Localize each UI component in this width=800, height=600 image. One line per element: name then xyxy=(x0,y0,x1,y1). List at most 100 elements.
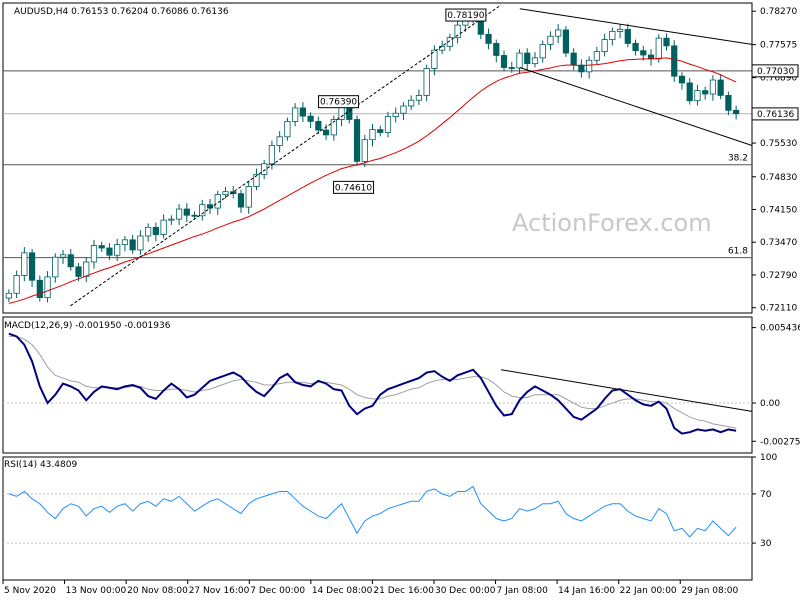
price-y-tick-label: 0.72110 xyxy=(760,304,797,314)
candle-body xyxy=(709,79,717,95)
candle-body xyxy=(5,292,12,299)
candle-body xyxy=(44,276,51,298)
candle-body xyxy=(253,173,260,187)
candle-body xyxy=(609,31,616,40)
x-tick-label: 13 Nov 00:00 xyxy=(66,586,127,596)
price-annotation-text: 0.78190 xyxy=(447,11,484,21)
candle-body xyxy=(168,218,175,221)
channel-lower-line xyxy=(519,67,753,146)
candle-body xyxy=(284,121,291,138)
candle-body xyxy=(75,266,82,277)
candle-body xyxy=(686,82,693,102)
candle-body xyxy=(531,57,539,65)
candle-body xyxy=(555,29,562,37)
price-y-tick-label: 0.78270 xyxy=(760,7,797,17)
candle-body xyxy=(454,24,461,39)
candle-body xyxy=(539,43,546,59)
candle-body xyxy=(415,95,423,101)
macd-y-tick-label: -0.002755 xyxy=(760,437,800,447)
candle-body xyxy=(145,226,152,237)
candle-body xyxy=(640,50,647,56)
candle-body xyxy=(632,43,639,52)
macd-signal-line xyxy=(8,335,737,429)
candle-body xyxy=(121,239,129,246)
candle-body xyxy=(299,107,306,117)
candle-body xyxy=(547,35,554,45)
candle-body xyxy=(392,112,399,118)
candle-body xyxy=(508,67,515,69)
candle-body xyxy=(377,129,384,133)
candle-body xyxy=(13,275,20,294)
x-tick-label: 29 Jan 08:00 xyxy=(681,586,738,596)
candle-body xyxy=(423,68,430,96)
candle-body xyxy=(268,145,276,165)
candle-body xyxy=(562,29,570,54)
candle-body xyxy=(384,116,392,133)
price-annotation-box xyxy=(318,95,360,109)
candle-body xyxy=(315,121,322,131)
fib-level-label: 38.2 xyxy=(728,154,748,164)
rsi-line xyxy=(8,485,737,538)
candle-body xyxy=(593,51,600,61)
candle-body xyxy=(36,279,43,298)
candle-body xyxy=(160,219,167,235)
candle-body xyxy=(114,244,121,256)
x-tick-label: 22 Jan 00:00 xyxy=(620,586,677,596)
candle-body xyxy=(516,52,523,69)
macd-trendline xyxy=(501,369,753,412)
macd-pane-frame xyxy=(2,316,753,454)
candle-body xyxy=(624,29,631,44)
candle-body xyxy=(330,119,337,136)
macd-header: MACD(12,26,9) -0.001950 -0.001936 xyxy=(4,321,171,331)
rsi-y-tick-label: 30 xyxy=(760,539,772,549)
candle-body xyxy=(90,245,98,263)
level-axis-label-box xyxy=(751,64,799,78)
candle-body xyxy=(175,208,183,220)
candle-body xyxy=(322,129,330,136)
candle-body xyxy=(276,136,283,146)
price-annotation-box xyxy=(333,180,375,194)
x-tick-label: 14 Dec 08:00 xyxy=(312,586,373,596)
price-y-tick-label: 0.74830 xyxy=(760,173,797,183)
current-price-axis-label-text: 0.76136 xyxy=(757,110,794,120)
price-y-tick-label: 0.74150 xyxy=(760,206,797,216)
candle-body xyxy=(191,214,198,217)
price-y-tick-label: 0.77575 xyxy=(760,41,797,51)
x-tick-label: 21 Dec 16:00 xyxy=(373,586,434,596)
watermark: ActionForex.com xyxy=(512,209,712,237)
candle-body xyxy=(98,245,105,249)
rsi-y-tick-label: 100 xyxy=(760,453,777,463)
candle-body xyxy=(106,247,113,256)
candle-body xyxy=(500,55,508,68)
candle-body xyxy=(570,52,577,66)
candle-body xyxy=(292,107,299,122)
macd-line xyxy=(8,332,737,435)
candle-body xyxy=(52,256,59,278)
candle-body xyxy=(485,33,492,44)
candle-body xyxy=(21,252,28,276)
candle-body xyxy=(655,37,662,60)
candle-body xyxy=(725,95,732,111)
candle-body xyxy=(578,64,585,73)
candle-body xyxy=(245,186,252,208)
price-annotation-text: 0.76390 xyxy=(320,98,357,108)
price-annotation-text: 0.74610 xyxy=(335,183,372,193)
level-axis-label-text: 0.77030 xyxy=(757,67,794,77)
candle-body xyxy=(230,191,237,195)
candle-body xyxy=(408,99,415,107)
x-tick-label: 7 Dec 00:00 xyxy=(250,586,305,596)
dashed-uptrend-line xyxy=(70,4,502,307)
candle-body xyxy=(237,193,245,208)
candle-body xyxy=(616,29,624,32)
price-pane-frame xyxy=(2,2,753,314)
candle-body xyxy=(199,204,206,217)
x-tick-label: 5 Nov 2020 xyxy=(4,586,56,596)
macd-y-tick-label: 0.00 xyxy=(760,399,780,409)
rsi-y-tick-label: 70 xyxy=(760,490,772,500)
candle-body xyxy=(261,163,268,175)
candle-body xyxy=(439,45,446,51)
candle-body xyxy=(400,105,407,114)
macd-y-tick-label: 0.005436 xyxy=(760,324,800,334)
candle-body xyxy=(431,49,438,69)
